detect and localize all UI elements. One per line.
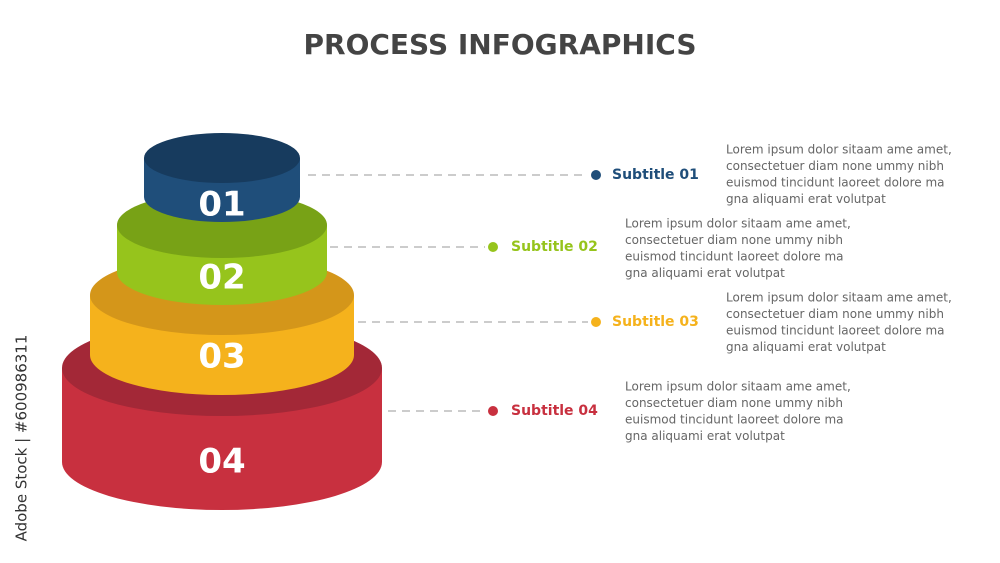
description-line: Lorem ipsum dolor sitaam ame amet, (625, 217, 851, 231)
description-line: Lorem ipsum dolor sitaam ame amet, (726, 143, 952, 157)
description-line: consectetuer diam none ummy nibh (625, 233, 843, 247)
subtitle: Subtitle 04 (511, 403, 598, 419)
dot (488, 406, 498, 416)
description-line: consectetuer diam none ummy nibh (726, 159, 944, 173)
dot (488, 242, 498, 252)
description-line: Lorem ipsum dolor sitaam ame amet, (625, 380, 851, 394)
description-line: Lorem ipsum dolor sitaam ame amet, (726, 291, 952, 305)
title: PROCESS INFOGRAPHICS (304, 28, 697, 61)
subtitle: Subtitle 02 (511, 239, 598, 255)
subtitle: Subtitle 01 (612, 167, 699, 183)
step-number: 02 (198, 258, 245, 298)
description-line: euismod tincidunt laoreet dolore ma (625, 413, 844, 427)
description-line: euismod tincidunt laoreet dolore ma (726, 176, 945, 190)
side-text: Adobe Stock | #600986311 (13, 335, 31, 542)
step-number: 03 (198, 337, 245, 377)
cylinder-stack: 04 03 02 01 (62, 133, 382, 510)
description-line: euismod tincidunt laoreet dolore ma (726, 324, 945, 338)
description-line: consectetuer diam none ummy nibh (726, 307, 944, 321)
description-line: gna aliquami erat volutpat (726, 192, 886, 206)
dot (591, 170, 601, 180)
labels: Subtitle 01 Lorem ipsum dolor sitaam ame … (308, 143, 952, 443)
description-line: consectetuer diam none ummy nibh (625, 396, 843, 410)
description-line: gna aliquami erat volutpat (726, 340, 886, 354)
subtitle: Subtitle 03 (612, 314, 699, 330)
dot (591, 317, 601, 327)
cylinder-top (144, 133, 300, 183)
description-line: gna aliquami erat volutpat (625, 266, 785, 280)
step-number: 04 (198, 442, 245, 482)
description-line: gna aliquami erat volutpat (625, 429, 785, 443)
description-line: euismod tincidunt laoreet dolore ma (625, 250, 844, 264)
step-number: 01 (198, 185, 245, 225)
